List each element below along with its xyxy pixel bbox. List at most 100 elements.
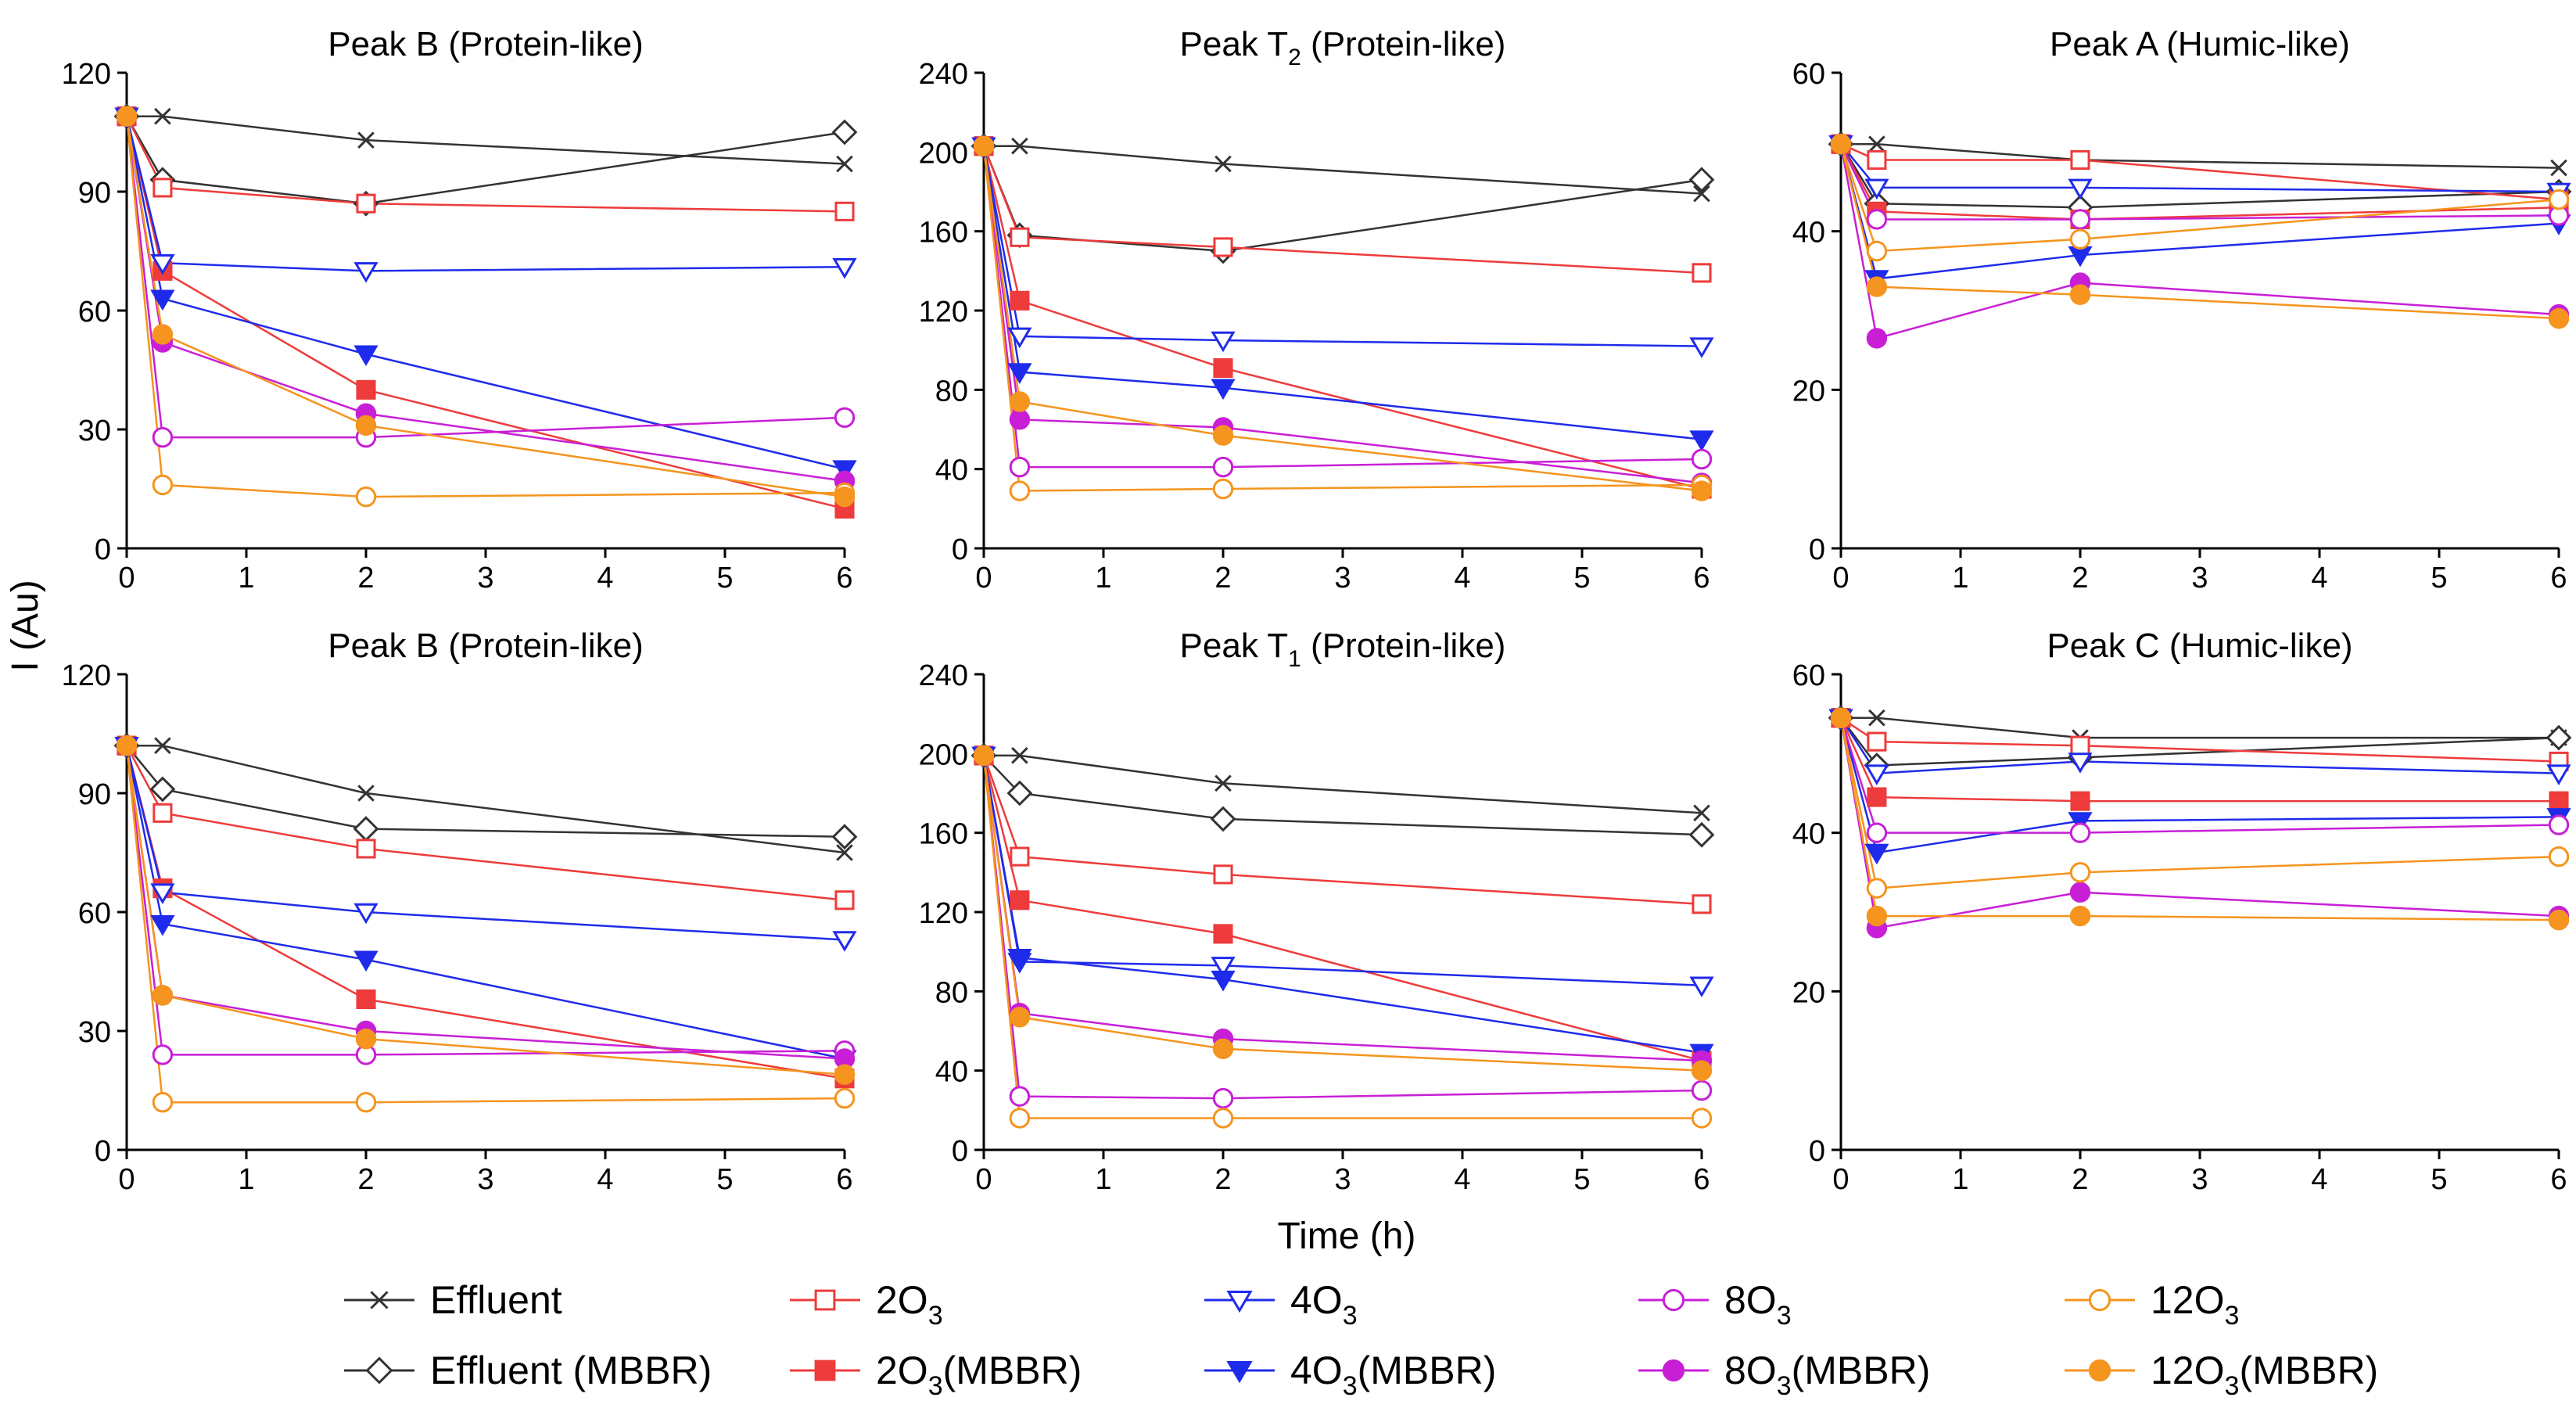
data-point-o12	[834, 1087, 856, 1109]
x-tick-label: 1	[238, 562, 254, 594]
x-tick-label: 0	[118, 562, 135, 594]
data-point-eff_mbbr	[1006, 780, 1033, 806]
y-tick-label: 40	[935, 454, 968, 487]
legend-label: 8O3	[1724, 1278, 1792, 1331]
data-point-o12	[1212, 1108, 1234, 1129]
data-point-o2	[1692, 263, 1712, 283]
data-point-o12	[1691, 1108, 1713, 1129]
data-point-o2_mbbr	[1213, 357, 1233, 379]
data-point-o12_mbbr	[355, 1028, 377, 1050]
data-point-o4	[832, 931, 857, 952]
data-point-eff	[1693, 185, 1710, 203]
series-line-eff_mbbr	[982, 145, 1702, 253]
legend-label: 2O3(MBBR)	[876, 1349, 1082, 1401]
data-point-eff	[1011, 747, 1028, 764]
series-line-o8_mbbr	[1839, 143, 2560, 340]
y-tick-label: 0	[95, 1135, 111, 1168]
data-point-o2	[152, 803, 173, 823]
data-point-o12	[1212, 478, 1234, 500]
data-point-o2_mbbr	[356, 989, 376, 1010]
data-point-o12	[355, 486, 377, 508]
legend-marker	[2088, 1359, 2111, 1382]
series-line-o2_mbbr	[982, 755, 1702, 1062]
legend-item-o2_mbbr: 2O3(MBBR)	[790, 1349, 1082, 1401]
series-line-eff	[1841, 142, 2560, 169]
data-point-eff_mbbr	[1688, 167, 1715, 193]
data-point-o8_mbbr	[1009, 409, 1031, 430]
legend-marker	[814, 1360, 836, 1381]
y-tick-label: 0	[95, 533, 111, 566]
data-point-o12_mbbr	[1009, 1007, 1031, 1028]
x-tick-label: 4	[597, 1163, 613, 1196]
data-point-o8	[152, 426, 174, 448]
x-tick-label: 3	[477, 1163, 493, 1196]
series-line-o8_mbbr	[125, 116, 845, 483]
y-tick-label: 160	[919, 818, 968, 851]
data-point-o4	[353, 903, 379, 925]
data-point-o8	[1009, 1086, 1031, 1107]
legend-item-o8: 8O3	[1638, 1278, 1792, 1331]
data-point-o4	[1211, 331, 1236, 353]
data-point-o12	[1009, 480, 1031, 501]
data-point-eff	[1693, 804, 1710, 822]
data-point-o2	[2070, 149, 2090, 171]
legend-item-o4: 4O3	[1204, 1278, 1358, 1331]
data-point-eff_mbbr	[2546, 724, 2572, 751]
data-point-o12_mbbr	[1212, 425, 1234, 446]
data-point-eff	[357, 131, 375, 149]
y-tick-label: 20	[1792, 375, 1825, 408]
data-point-o12_mbbr	[1866, 276, 1888, 297]
data-point-o12_mbbr	[2069, 905, 2091, 927]
series-line-o8	[125, 745, 845, 1056]
legend-label: 8O3(MBBR)	[1724, 1349, 1930, 1401]
series-line-o8_mbbr	[982, 145, 1702, 484]
data-point-o8	[1691, 448, 1713, 470]
data-point-o4	[1689, 337, 1714, 358]
x-tick-label: 5	[1573, 1163, 1590, 1196]
series-line-eff	[127, 115, 845, 165]
data-point-o12_mbbr	[2548, 909, 2570, 931]
data-point-o4	[1211, 957, 1236, 978]
x-tick-label: 3	[477, 562, 493, 594]
data-point-eff	[154, 737, 171, 755]
y-tick-label: 30	[78, 1016, 111, 1049]
legend-item-o8_mbbr: 8O3(MBBR)	[1638, 1349, 1930, 1401]
x-tick-label: 4	[2311, 562, 2327, 594]
data-point-o8_mbbr	[1866, 328, 1888, 349]
legend-item-o4_mbbr: 4O3(MBBR)	[1204, 1349, 1496, 1401]
series-line-o2_mbbr	[125, 745, 845, 1080]
data-point-o2	[152, 178, 173, 198]
legend-item-eff_mbbr: Effluent (MBBR)	[344, 1349, 712, 1392]
data-point-o8	[152, 1044, 174, 1065]
data-point-o4_mbbr	[1007, 363, 1032, 384]
data-point-eff_mbbr	[831, 119, 858, 145]
x-tick-label: 0	[975, 562, 992, 594]
data-point-eff	[836, 155, 853, 173]
data-point-o2	[1010, 846, 1030, 867]
y-tick-label: 60	[1792, 58, 1825, 91]
series-line-o4	[1840, 143, 2560, 193]
data-point-o8	[2548, 814, 2570, 835]
x-tick-label: 6	[836, 1163, 852, 1196]
series-line-o4_mbbr	[982, 145, 1702, 440]
legend-label: Effluent	[430, 1278, 562, 1322]
x-tick-label: 0	[975, 1163, 992, 1196]
y-tick-label: 120	[919, 296, 968, 329]
data-point-eff	[357, 785, 375, 802]
data-point-o4	[2068, 752, 2093, 774]
data-point-o12	[1866, 878, 1888, 899]
series-line-o2	[125, 745, 845, 902]
x-tick-label: 0	[1832, 1163, 1849, 1196]
series-line-o2	[1840, 717, 2560, 763]
series-line-o2	[1840, 143, 2560, 201]
series-line-o12	[982, 755, 1702, 1119]
series-line-eff_mbbr	[983, 755, 1702, 836]
y-tick-label: 0	[1809, 533, 1825, 566]
data-point-o8	[1212, 456, 1234, 478]
x-tick-label: 4	[1454, 1163, 1470, 1196]
y-tick-label: 40	[935, 1056, 968, 1089]
legend-label: Effluent (MBBR)	[430, 1349, 712, 1392]
data-point-o12	[152, 1092, 174, 1113]
x-tick-label: 5	[1573, 562, 1590, 594]
